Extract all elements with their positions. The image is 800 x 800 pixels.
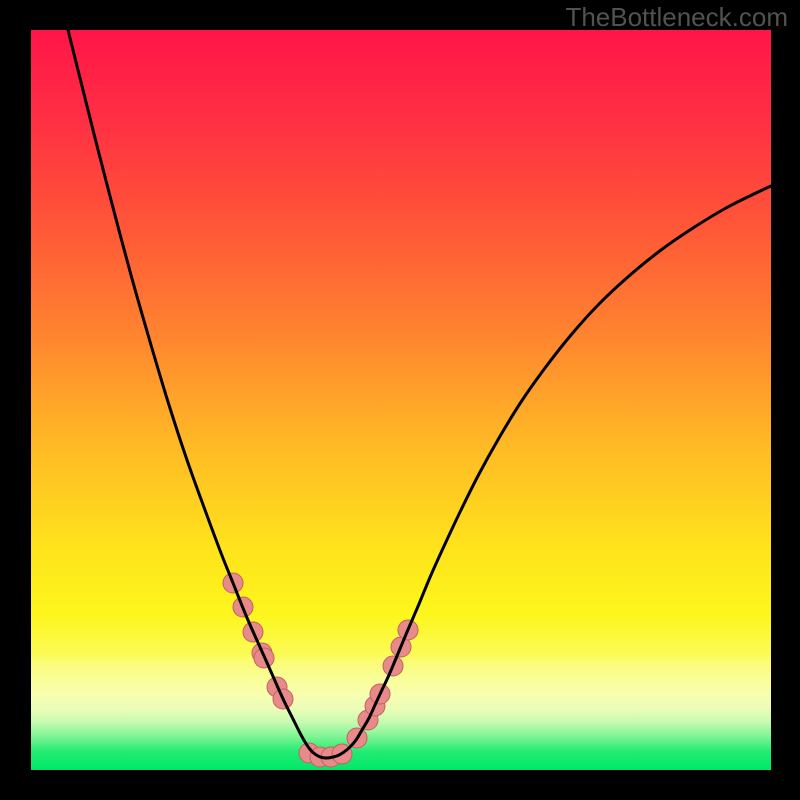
chart-canvas: TheBottleneck.com xyxy=(0,0,800,800)
gradient-background xyxy=(31,30,771,770)
watermark-label: TheBottleneck.com xyxy=(565,2,788,33)
plot-area xyxy=(31,30,771,770)
